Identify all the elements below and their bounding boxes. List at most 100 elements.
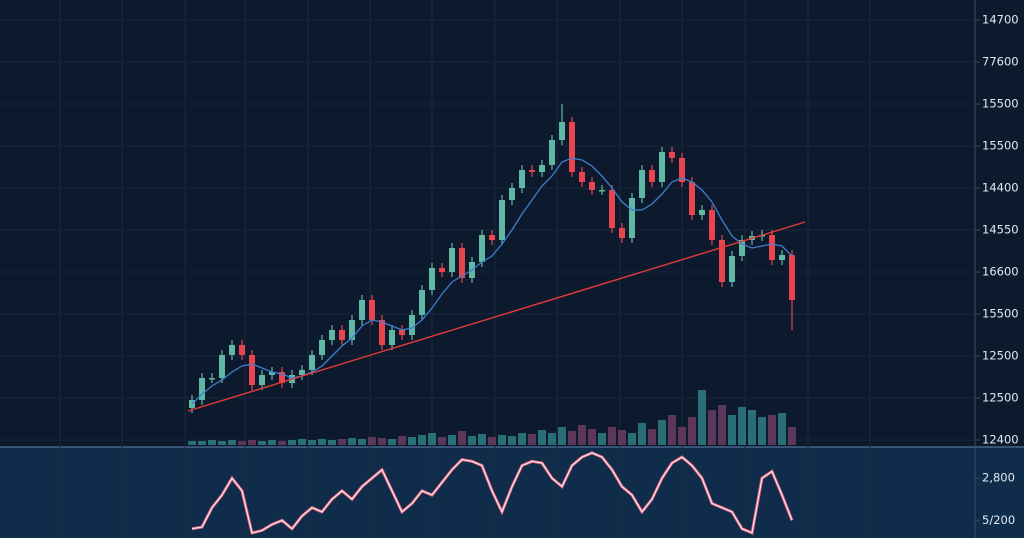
y-tick-label: 12500 — [982, 349, 1019, 363]
candle-body — [519, 170, 525, 188]
candle-body — [269, 372, 275, 375]
candle-body — [649, 170, 655, 182]
volume-bar — [198, 441, 206, 445]
volume-bar — [398, 436, 406, 445]
y-tick-label: 14400 — [982, 181, 1019, 195]
volume-bar — [568, 431, 576, 445]
volume-bar — [758, 417, 766, 445]
volume-bar — [358, 439, 366, 445]
y-tick-label: 77600 — [982, 55, 1019, 69]
candle-body — [489, 235, 495, 240]
volume-bar — [268, 440, 276, 445]
volume-bar — [228, 440, 236, 445]
candle-body — [239, 345, 245, 355]
candle-body — [689, 182, 695, 215]
candle-body — [279, 372, 285, 383]
volume-bar — [518, 433, 526, 445]
volume-bar — [378, 438, 386, 445]
volume-bar — [388, 439, 396, 445]
volume-bar — [548, 433, 556, 445]
candle-body — [659, 152, 665, 182]
volume-bar — [408, 437, 416, 445]
candle-body — [619, 228, 625, 238]
volume-bar — [458, 431, 466, 445]
candle-body — [349, 320, 355, 340]
candle-body — [569, 122, 575, 172]
volume-bar — [468, 436, 476, 445]
volume-bar — [418, 435, 426, 445]
volume-bar — [188, 441, 196, 445]
volume-bar — [578, 425, 586, 445]
volume-bar — [768, 415, 776, 445]
y-tick-label: 15500 — [982, 139, 1019, 153]
trendline — [187, 221, 806, 412]
volume-bar — [728, 415, 736, 445]
candle-body — [559, 122, 565, 140]
volume-bar — [258, 441, 266, 445]
y-tick-label: 14550 — [982, 223, 1019, 237]
volume-bar — [688, 417, 696, 445]
candle-body — [299, 370, 305, 375]
volume-bar — [778, 413, 786, 445]
volume-bar — [368, 437, 376, 445]
y-tick-label: 15500 — [982, 307, 1019, 321]
volume-bar — [508, 436, 516, 445]
oscillator-panel — [0, 447, 1024, 538]
volume-bar — [218, 441, 226, 445]
candle-body — [529, 170, 535, 172]
candle-body — [539, 165, 545, 172]
volume-bar — [748, 410, 756, 445]
volume-bar — [248, 440, 256, 445]
candle-body — [509, 188, 515, 200]
candle-body — [729, 256, 735, 282]
volume-bar — [318, 439, 326, 445]
candle-body — [719, 240, 725, 282]
candle-body — [609, 190, 615, 228]
volume-bar — [708, 410, 716, 445]
candle-body — [639, 170, 645, 198]
oscillator-line-highlight — [191, 452, 793, 534]
candle-body — [789, 255, 795, 300]
volume-bar — [628, 433, 636, 445]
candle-body — [769, 235, 775, 260]
y2-tick-label: 2,800 — [982, 471, 1015, 485]
candle-body — [329, 330, 335, 340]
volume-bar — [478, 434, 486, 445]
volume-bar — [208, 440, 216, 445]
volume-bar — [528, 434, 536, 445]
candle-body — [599, 190, 605, 192]
volume-bar — [278, 441, 286, 445]
candle-body — [259, 375, 265, 385]
y-tick-label: 12400 — [982, 433, 1019, 447]
volume-bar — [288, 440, 296, 445]
volume-bar — [338, 439, 346, 445]
candle-body — [589, 182, 595, 190]
volume-bar — [638, 423, 646, 445]
candle-body — [699, 210, 705, 215]
candle-body — [739, 240, 745, 256]
candle-body — [249, 355, 255, 385]
y-tick-label: 15500 — [982, 97, 1019, 111]
candle-body — [459, 248, 465, 278]
volume-bar — [488, 437, 496, 445]
candle-body — [389, 330, 395, 345]
candle-body — [679, 158, 685, 182]
candle-body — [199, 378, 205, 400]
volume-bar — [438, 437, 446, 445]
volume-bar — [298, 439, 306, 445]
candle-body — [399, 330, 405, 335]
volume-bar — [608, 427, 616, 445]
volume-bar — [678, 427, 686, 445]
volume-bar — [618, 430, 626, 445]
candle-body — [439, 268, 445, 272]
y2-tick-label: 5/200 — [982, 513, 1015, 527]
volume-bar — [308, 440, 316, 445]
volume-bar — [668, 415, 676, 445]
candle-body — [419, 290, 425, 315]
volume-bar — [648, 429, 656, 445]
candle-body — [709, 210, 715, 240]
volume-bar — [538, 430, 546, 445]
candle-body — [409, 315, 415, 335]
candle-body — [669, 152, 675, 158]
volume-bar — [788, 427, 796, 445]
